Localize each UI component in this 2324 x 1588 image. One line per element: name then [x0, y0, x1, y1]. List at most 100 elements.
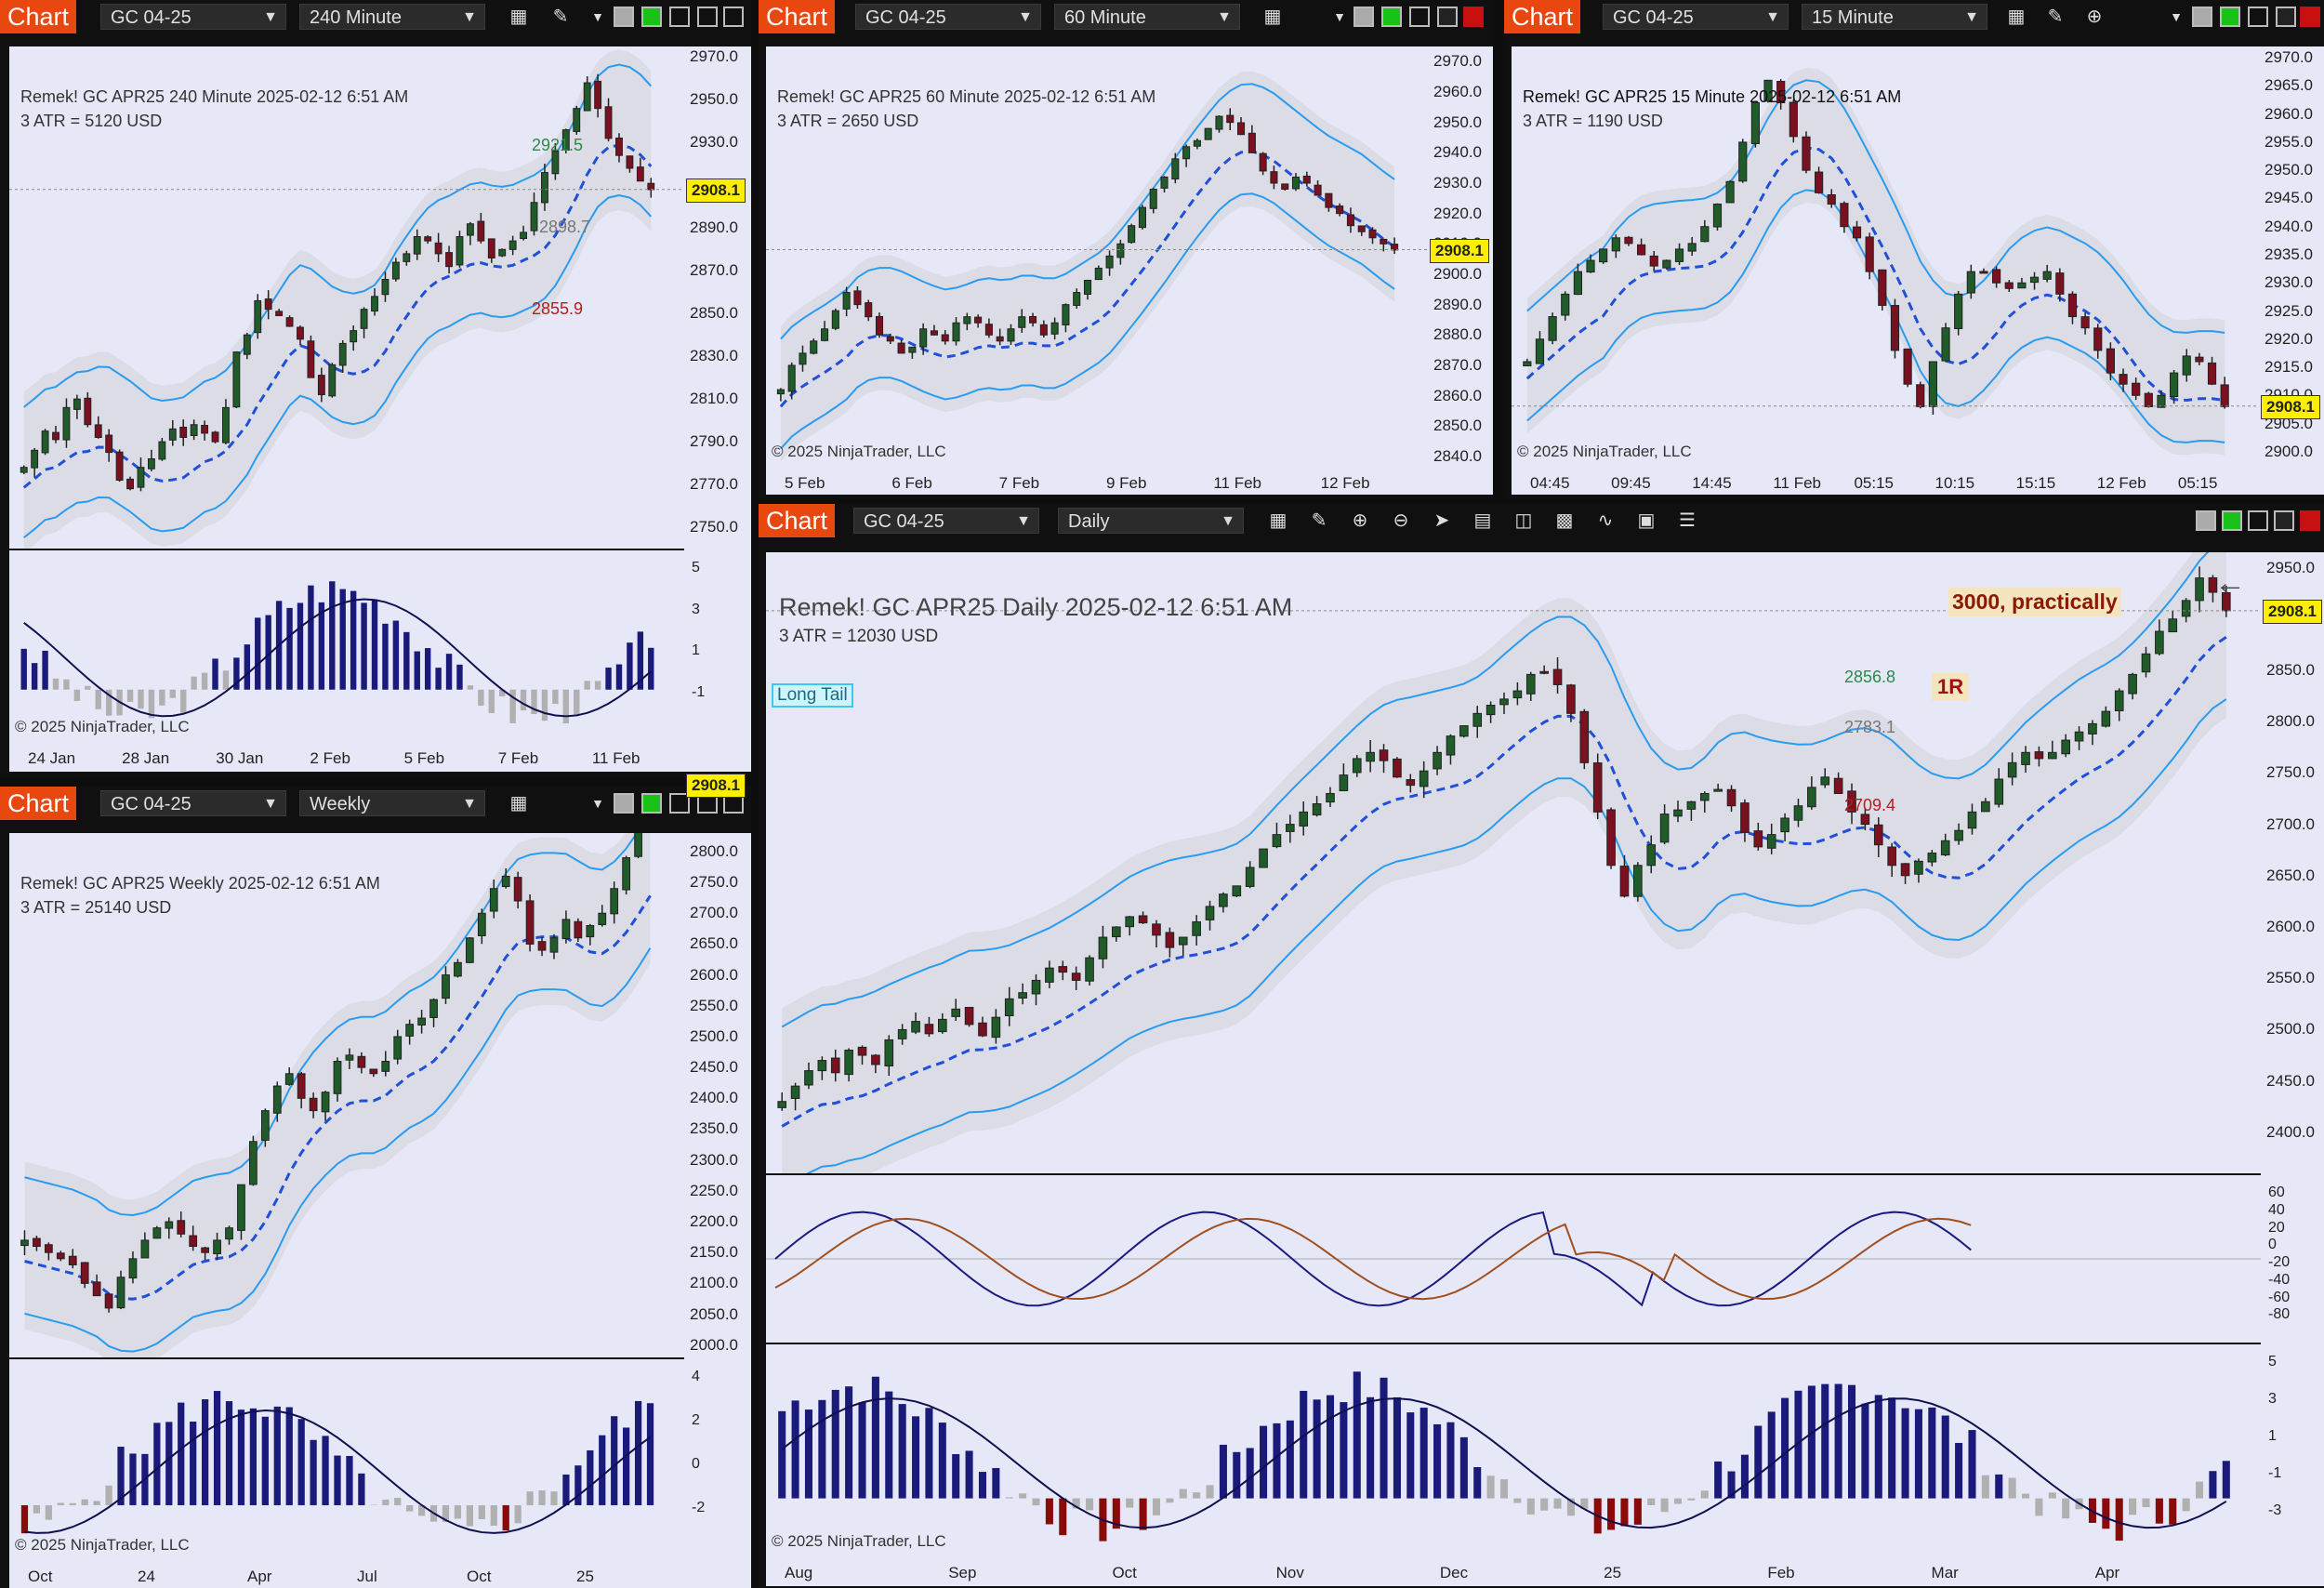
- chart-tab[interactable]: Chart: [0, 787, 76, 820]
- time-tick-label: 05:15: [1854, 474, 1894, 492]
- candle-body: [1586, 259, 1595, 273]
- dropdown-arrow-icon[interactable]: ▼: [591, 9, 604, 24]
- candle-body: [297, 1073, 306, 1099]
- time-tick-label: 9 Feb: [1106, 474, 1147, 492]
- minimize-button[interactable]: [1409, 7, 1430, 27]
- close-button[interactable]: [2300, 7, 2320, 27]
- time-axis: 04:45 09:45 14:45 11 Feb 05:15 10:15 15:15 12 F…: [1512, 469, 2324, 495]
- histogram-bar: [1847, 1384, 1856, 1499]
- histogram-bar: [648, 647, 654, 690]
- histogram-bar: [42, 650, 48, 690]
- dropdown-arrow-icon[interactable]: ▼: [591, 796, 604, 811]
- time-axis: 5 Feb 6 Feb 7 Feb 9 Feb 11 Feb 12 Feb: [766, 469, 1493, 495]
- bars-type-icon[interactable]: ▦: [509, 793, 528, 814]
- last-price-tag: 2908.1: [2261, 394, 2320, 419]
- instrument-selector[interactable]: GC 04-25 ▼: [853, 508, 1039, 534]
- time-tick-label: 11 Feb: [591, 749, 640, 767]
- window-gray-button[interactable]: [2196, 510, 2216, 531]
- chart-tab[interactable]: Chart: [759, 0, 835, 33]
- price-tick-label: 2970.0: [2265, 48, 2313, 67]
- histogram-bar: [1433, 1423, 1442, 1499]
- histogram-bar: [978, 1472, 987, 1499]
- strategies-icon[interactable]: ∿: [1597, 510, 1614, 531]
- draw-tool-icon[interactable]: ✎: [552, 7, 569, 27]
- candle-body: [1472, 712, 1483, 727]
- candle-body: [2074, 731, 2084, 742]
- minimize-button[interactable]: [2248, 7, 2268, 27]
- histogram-bar: [85, 685, 91, 690]
- chart-tab[interactable]: Chart: [0, 0, 76, 33]
- close-button[interactable]: [1463, 7, 1484, 27]
- interval-selector[interactable]: Daily ▼: [1058, 508, 1244, 534]
- window-dark-button[interactable]: [2274, 510, 2294, 531]
- pointer-icon[interactable]: ➤: [1433, 510, 1450, 531]
- candle-body: [1873, 824, 1883, 846]
- window-green-button[interactable]: [641, 793, 662, 814]
- candle-body: [1633, 865, 1643, 897]
- candle-body: [777, 1101, 787, 1108]
- data-box-icon[interactable]: ▤: [1473, 510, 1492, 531]
- back-arrow-icon[interactable]: ←: [2214, 565, 2246, 601]
- chart-tab[interactable]: Chart: [1504, 0, 1580, 33]
- snapshot-icon[interactable]: ▣: [1637, 510, 1656, 531]
- bars-type-icon[interactable]: ▦: [1263, 7, 1282, 27]
- interval-selector[interactable]: 60 Minute ▼: [1054, 4, 1240, 30]
- candle-body: [1116, 243, 1125, 258]
- dropdown-arrow-icon[interactable]: ▼: [2170, 9, 2183, 24]
- instrument-selector[interactable]: GC 04-25 ▼: [100, 790, 286, 816]
- restore-button[interactable]: [723, 7, 744, 27]
- histogram-bar: [1139, 1498, 1147, 1530]
- histogram-bar: [138, 689, 144, 709]
- bars-type-icon[interactable]: ▦: [509, 7, 528, 27]
- window-green-button[interactable]: [1381, 7, 1402, 27]
- time-tick-label: 11 Feb: [1773, 474, 1821, 492]
- bars-type-icon[interactable]: ▦: [1269, 510, 1287, 531]
- candle-body: [1994, 778, 2004, 805]
- interval-selector[interactable]: 15 Minute ▼: [1802, 4, 1987, 30]
- draw-tool-icon[interactable]: ✎: [2047, 7, 2064, 27]
- price-panel: Remek! GC APR25 Daily 2025-02-12 6:51 AM…: [766, 552, 2261, 1173]
- properties-icon[interactable]: ◫: [1514, 510, 1533, 531]
- minimize-button[interactable]: [669, 793, 690, 814]
- close-button[interactable]: [2300, 510, 2320, 531]
- window-green-button[interactable]: [641, 7, 662, 27]
- window-gray-button[interactable]: [614, 7, 634, 27]
- histogram-bar: [442, 1504, 450, 1522]
- band-fill: [23, 49, 652, 549]
- zoom-in-icon[interactable]: ⊕: [2086, 7, 2103, 27]
- price-tick-label: 2100.0: [690, 1274, 738, 1292]
- candle-body: [360, 309, 368, 329]
- chart-tab[interactable]: Chart: [759, 504, 835, 537]
- window-green-button[interactable]: [2222, 510, 2242, 531]
- candle-body: [1302, 175, 1311, 184]
- indicators-icon[interactable]: ▩: [1555, 510, 1574, 531]
- zoom-in-icon[interactable]: ⊕: [1352, 510, 1368, 531]
- candle-body: [520, 232, 528, 240]
- minimize-button[interactable]: [669, 7, 690, 27]
- interval-selector[interactable]: 240 Minute ▼: [299, 4, 485, 30]
- window-green-button[interactable]: [2220, 7, 2240, 27]
- window-dark-button[interactable]: [2276, 7, 2296, 27]
- window-dark-button[interactable]: [1437, 7, 1458, 27]
- candle-body: [477, 912, 486, 936]
- instrument-selector[interactable]: GC 04-25 ▼: [1603, 4, 1789, 30]
- maximize-button[interactable]: [697, 7, 718, 27]
- zoom-out-icon[interactable]: ⊖: [1393, 510, 1409, 531]
- window-gray-button[interactable]: [2192, 7, 2212, 27]
- instrument-selector[interactable]: GC 04-25 ▼: [855, 4, 1041, 30]
- menu-list-icon[interactable]: ☰: [1679, 510, 1696, 531]
- minimize-button[interactable]: [2248, 510, 2268, 531]
- candle-body: [1579, 710, 1590, 763]
- window-gray-button[interactable]: [1353, 7, 1374, 27]
- interval-selector[interactable]: Weekly ▼: [299, 790, 485, 816]
- histogram-bar: [201, 1398, 209, 1505]
- window-gray-button[interactable]: [614, 793, 634, 814]
- candle-body: [573, 108, 581, 132]
- price-tick-label: 2870.0: [690, 261, 738, 280]
- instrument-selector[interactable]: GC 04-25 ▼: [100, 4, 286, 30]
- bars-type-icon[interactable]: ▦: [2007, 7, 2026, 27]
- histogram-bar: [488, 689, 495, 714]
- dropdown-arrow-icon[interactable]: ▼: [1333, 9, 1346, 24]
- draw-tool-icon[interactable]: ✎: [1311, 510, 1327, 531]
- histogram-bar: [611, 1416, 618, 1505]
